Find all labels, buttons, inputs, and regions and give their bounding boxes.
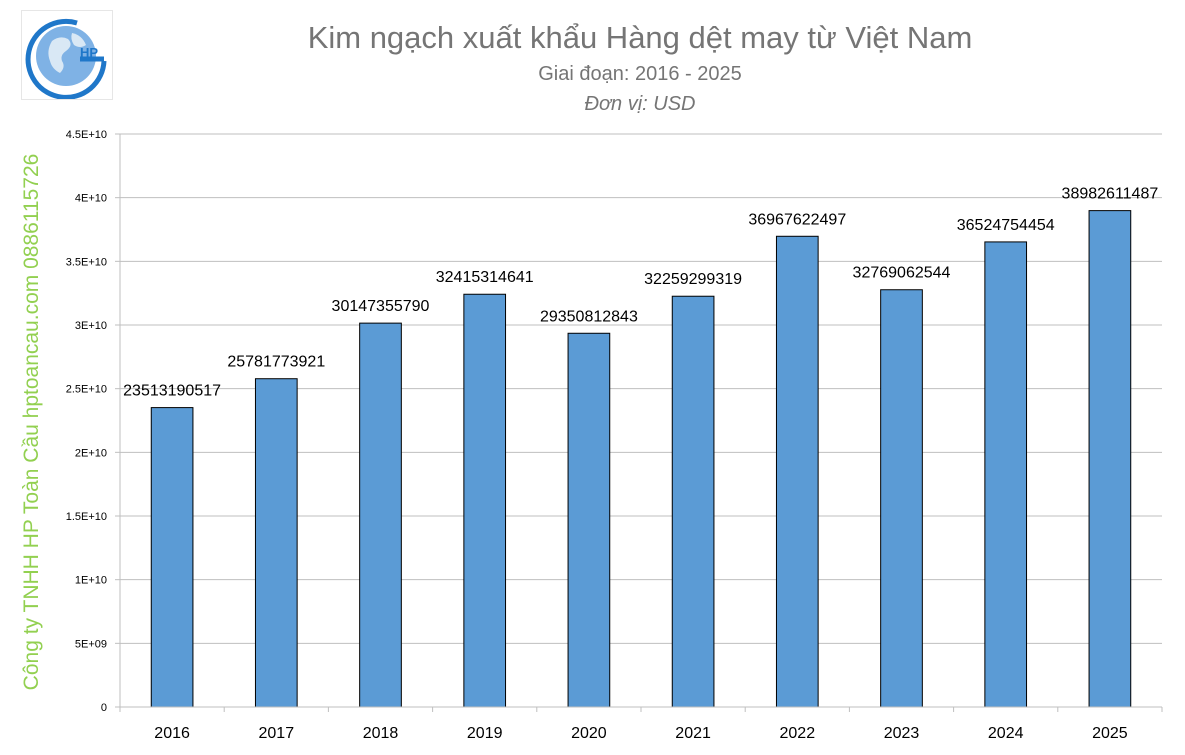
x-tick-label: 2018 [363,725,399,742]
data-label: 32259299319 [644,271,742,288]
data-label: 29350812843 [540,308,638,325]
y-tick-label: 3.5E+10 [66,256,107,268]
x-tick-label: 2022 [780,725,816,742]
y-tick-label: 4E+10 [75,193,107,205]
x-tick-label: 2025 [1092,725,1128,742]
y-tick-label: 5E+09 [75,638,107,650]
y-tick-label: 4.5E+10 [66,129,107,141]
data-label: 23513190517 [123,383,221,400]
x-tick-label: 2024 [988,725,1024,742]
y-tick-label: 1.5E+10 [66,511,107,523]
company-logo: HP [21,10,113,100]
x-axis-ticks: 2016 2017 2018 2019 2020 2021 2022 2023 2024 2025 [119,707,1163,742]
bar-2017 [254,378,298,708]
bar-2022 [775,235,819,708]
data-label: 25781773921 [227,354,325,371]
data-label: 36524754454 [957,217,1055,234]
data-label: 32415314641 [436,269,534,286]
bar-2021 [671,295,715,708]
bar-2018 [359,322,402,708]
y-tick-label: 3E+10 [75,320,107,332]
bar-2019 [463,293,507,708]
data-label: 36967622497 [748,211,846,228]
x-tick-label: 2017 [259,725,295,742]
logo-text: HP [80,45,98,60]
bar-2020 [567,332,611,708]
x-tick-label: 2021 [675,725,711,742]
bars [150,210,1132,708]
x-tick-label: 2020 [571,725,607,742]
y-tick-label: 2E+10 [75,447,107,459]
y-tick-label: 0 [101,702,107,714]
data-label: 38982611487 [1062,186,1159,203]
globe-logo-icon: HP [25,18,107,100]
data-label: 32769062544 [853,265,951,282]
bar-2024 [984,241,1028,708]
chart-unit: Đơn vị: USD [584,93,696,115]
bar-2025 [1088,210,1132,708]
x-tick-label: 2016 [154,725,190,742]
x-tick-label: 2023 [884,725,920,742]
bar-2023 [880,289,923,708]
y-tick-label: 2.5E+10 [66,384,107,396]
bar-2016 [150,407,194,708]
data-label: 30147355790 [332,298,430,315]
y-tick-label: 1E+10 [75,575,107,587]
x-tick-label: 2019 [467,725,503,742]
chart-subtitle: Giai đoạn: 2016 - 2025 [538,63,742,85]
y-axis-ticks: 0 5E+09 1E+10 1.5E+10 2E+10 2.5E+10 3E+10 3.5E+… [66,129,120,714]
chart-title: Kim ngạch xuất khẩu Hàng dệt may từ Việt… [307,20,973,55]
data-labels: 23513190517 25781773921 30147355790 3241531… [123,186,1158,400]
